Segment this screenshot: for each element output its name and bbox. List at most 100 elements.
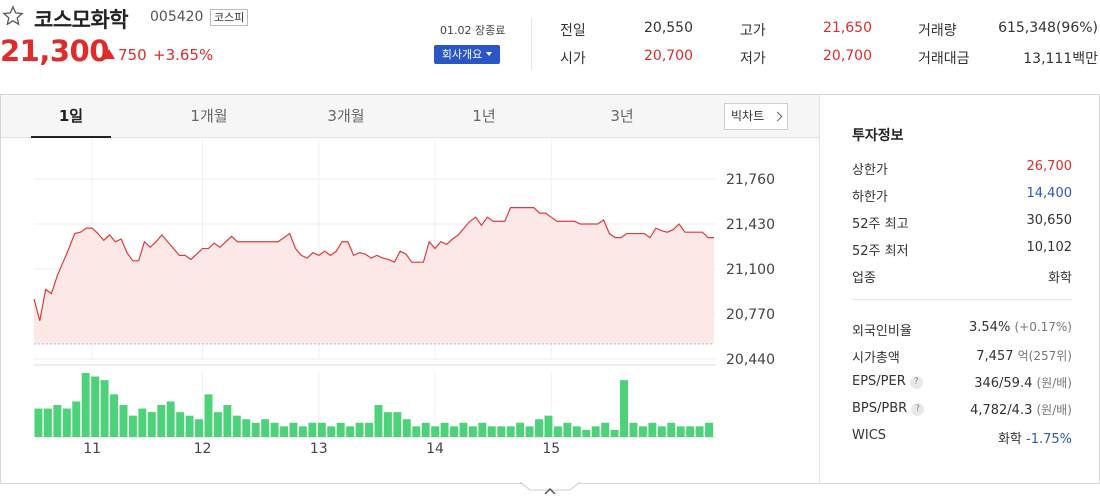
current-price: 21,300 <box>0 34 109 68</box>
info-value: 10,102 <box>1026 240 1073 255</box>
info-row: 52주 최저 10,102 <box>852 240 1072 260</box>
up-triangle-icon <box>103 49 115 59</box>
volume-bar <box>166 401 175 437</box>
stat-value: 20,550 <box>644 20 693 36</box>
volume-bar <box>62 408 71 437</box>
volume-bar <box>572 426 581 437</box>
info-value: 26,700 <box>1026 159 1073 174</box>
volume-bar <box>695 426 704 437</box>
volume-bar <box>478 422 487 437</box>
volume-bar <box>705 422 713 437</box>
volume-bar <box>53 405 62 437</box>
stat-value: 13,111백만 <box>1023 51 1098 67</box>
volume-bar <box>298 426 307 437</box>
volume-bar <box>450 426 458 437</box>
volume-bar <box>110 394 118 437</box>
stat-label: 시가 <box>560 51 586 67</box>
volume-bar <box>327 426 336 437</box>
volume-bar <box>157 405 166 437</box>
volume-bar <box>185 415 194 437</box>
investment-info: 투자정보 상한가 26,700 하한가 14,400 52주 최고 30,650 52주 최… <box>819 95 1099 483</box>
y-tick-label: 20,440 <box>726 352 775 368</box>
x-tick-label: 13 <box>310 441 328 457</box>
volume-bar <box>72 401 81 437</box>
volume-bar <box>601 422 610 437</box>
x-tick-label: 12 <box>194 441 212 457</box>
volume-bar <box>100 380 109 437</box>
price-change: 750 <box>103 46 147 64</box>
stock-name: 코스모화학 <box>34 8 129 32</box>
tab-period[interactable]: 1년 <box>472 107 496 125</box>
volume-bar <box>412 426 421 437</box>
caret-down-icon <box>486 52 493 56</box>
volume-bar <box>128 415 137 437</box>
stat-label: 거래대금 <box>918 51 970 67</box>
volume-bar <box>119 405 128 437</box>
info-label: 시가총액 <box>852 351 900 366</box>
stat-label: 고가 <box>740 23 766 39</box>
volume-bar <box>402 419 411 437</box>
info-row: 하한가 14,400 <box>852 186 1072 206</box>
tab-period[interactable]: 3개월 <box>327 107 365 125</box>
volume-bar <box>620 380 628 437</box>
volume-bar <box>138 408 147 437</box>
volume-bar <box>487 426 496 437</box>
stat-label: 저가 <box>740 51 766 67</box>
volume-bar <box>336 422 345 437</box>
price-change-percent: +3.65% <box>153 46 214 64</box>
info-label: 외국인비율 <box>852 324 912 339</box>
volume-bar <box>232 415 241 437</box>
volume-bar <box>459 422 468 437</box>
company-overview-button[interactable]: 회사개요 <box>434 45 500 64</box>
volume-bar <box>648 422 657 437</box>
volume-bar <box>355 422 364 437</box>
volume-bar <box>667 422 676 437</box>
info-row: 시가총액 7,457 억(257위) <box>852 347 1072 367</box>
volume-bar <box>317 422 326 437</box>
tab-period[interactable]: 1개월 <box>190 107 228 125</box>
volume-bar <box>544 415 553 437</box>
volume-bar <box>638 426 647 437</box>
info-row: EPS/PER? 346/59.4 (원/배) <box>852 374 1072 394</box>
info-label: WICS <box>852 428 887 443</box>
volume-bar <box>223 405 232 437</box>
y-tick-label: 21,430 <box>726 217 775 233</box>
tab-period[interactable]: 1일 <box>31 95 111 138</box>
volume-bar <box>591 426 600 437</box>
volume-bar <box>468 426 477 437</box>
info-label: 52주 최고 <box>852 217 909 232</box>
volume-bar <box>393 412 402 437</box>
info-label: BPS/PBR? <box>852 401 925 416</box>
info-label: EPS/PER? <box>852 374 923 389</box>
volume-bar <box>516 422 525 437</box>
collapse-toggle[interactable] <box>520 482 580 499</box>
info-value: 14,400 <box>1026 186 1073 201</box>
price-chart: 21,760 21,430 21,100 20,770 20,440 11 12 13 14 15 <box>33 139 775 457</box>
info-value: 7,457 억(257위) <box>976 349 1072 364</box>
tab-period[interactable]: 3년 <box>610 107 634 125</box>
info-row: 상한가 26,700 <box>852 159 1072 179</box>
volume-bar <box>686 426 695 437</box>
volume-bar <box>563 422 572 437</box>
volume-bar <box>431 426 440 437</box>
info-label: 하한가 <box>852 190 888 205</box>
stat-value: 21,650 <box>823 20 872 36</box>
info-value: 3.54% (+0.17%) <box>969 320 1072 335</box>
divider <box>531 18 532 70</box>
help-icon[interactable]: ? <box>911 403 925 416</box>
bigchart-button[interactable]: 빅차트 <box>724 103 788 130</box>
stat-label: 거래량 <box>918 23 957 39</box>
y-tick-label: 21,100 <box>726 262 775 278</box>
volume-bar <box>440 422 449 437</box>
info-label: 52주 최저 <box>852 244 909 259</box>
info-title: 투자정보 <box>852 128 904 144</box>
price-area <box>34 207 714 344</box>
volume-bar <box>34 408 43 437</box>
volume-bar <box>506 426 515 437</box>
volume-bar <box>421 422 430 437</box>
market-badge: 코스피 <box>210 9 249 26</box>
chart-panel: 1일 1개월 3개월 1년 3년 빅차트 21,760 21,430 21,100 20,77… <box>0 94 1100 484</box>
favorite-star-icon[interactable] <box>2 5 24 27</box>
volume-bar <box>242 419 251 437</box>
help-icon[interactable]: ? <box>909 376 923 389</box>
